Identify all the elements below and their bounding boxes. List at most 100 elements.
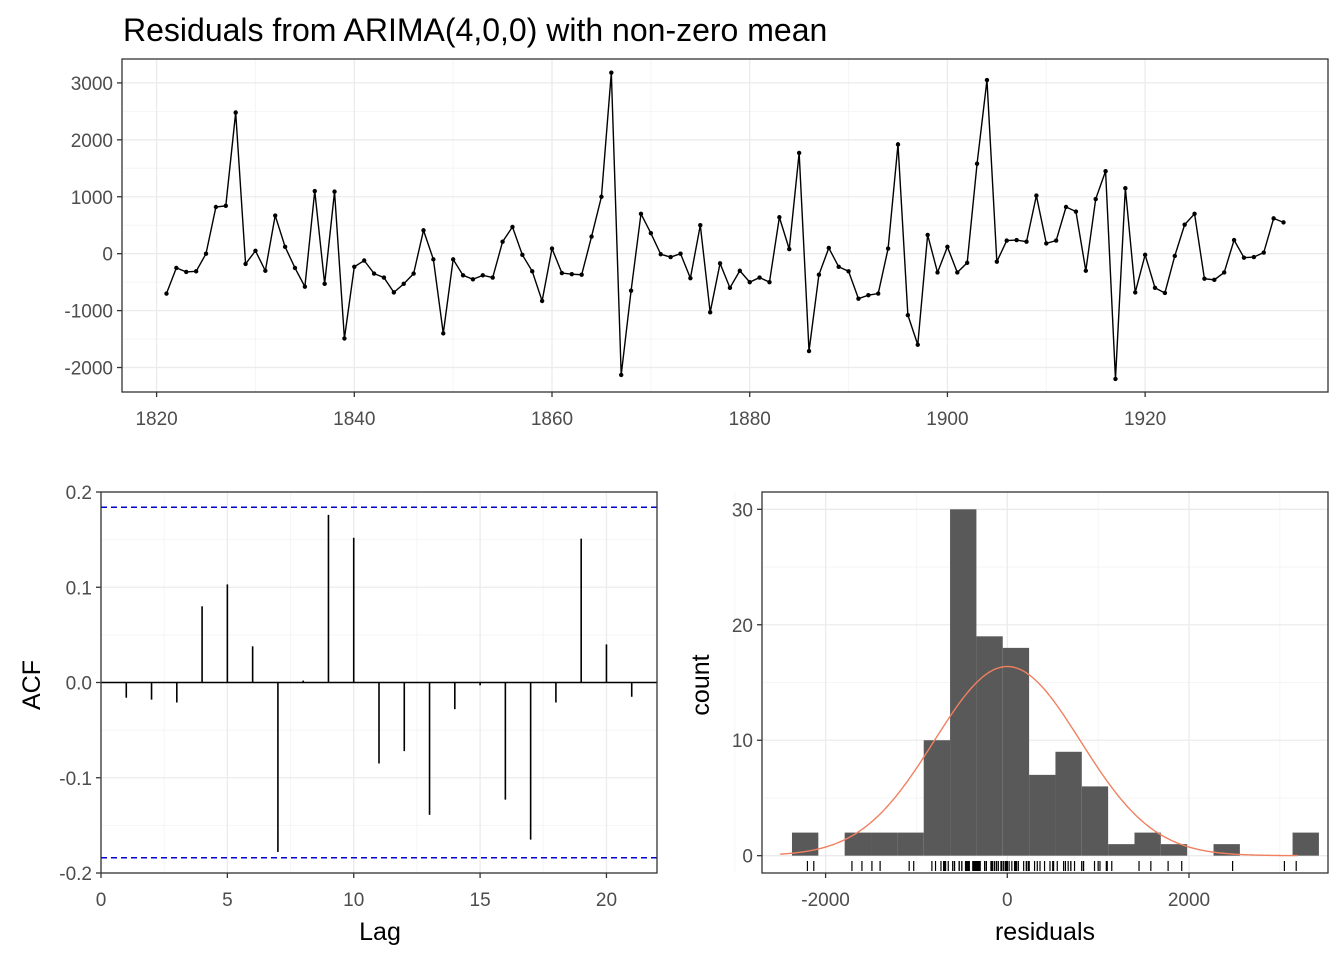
residual-point [431,257,436,262]
figure-title: Residuals from ARIMA(4,0,0) with non-zer… [123,12,827,48]
y-tick-label: 0 [742,847,753,868]
residual-point [1212,277,1217,283]
residual-point [203,251,209,256]
histogram-bar [844,832,872,856]
y-tick-label: -0.2 [59,864,92,885]
residual-point [322,281,327,287]
residual-point [1053,238,1059,243]
residual-point [777,215,782,220]
residual-point [1034,193,1039,198]
x-tick-label: 5 [222,890,233,911]
residual-point [1271,216,1276,221]
residual-point [935,270,940,275]
residual-point [1152,285,1158,291]
residual-point [1192,211,1197,217]
x-tick-label: 1880 [729,409,771,430]
residual-point [1103,168,1108,174]
y-tick-label: 0.0 [66,674,92,695]
residual-point [1093,196,1098,202]
histogram-bar [1055,751,1082,856]
histogram-bar [950,509,977,856]
residual-point [480,273,486,278]
x-tick-label: 20 [596,890,617,911]
residual-point [450,257,456,262]
histogram-bar [1292,832,1319,856]
residual-point [737,268,743,273]
residual-point [470,277,476,282]
residual-point [945,244,950,250]
x-tick-label: 10 [343,890,364,911]
residual-point [510,224,515,230]
residual-point [836,264,841,269]
residual-point [1231,237,1237,243]
residual-point [1073,209,1079,214]
residual-point [1133,290,1138,295]
residual-point [1222,270,1227,275]
residual-point [520,252,525,258]
residual-point [816,272,822,277]
histogram-bar [1002,647,1030,856]
residual-point [579,272,584,277]
residual-point [707,310,713,315]
residual-point [678,251,683,256]
residual-point [559,270,565,276]
y-tick-label: 1000 [71,188,113,209]
residual-point [925,232,930,238]
residual-point [688,275,693,281]
residual-point [658,252,663,257]
residual-point [401,281,406,287]
y-tick-label: 0 [102,245,113,266]
histogram-bar [897,832,924,856]
residual-point [213,204,219,210]
residual-point [391,290,397,295]
residual-point [371,271,377,276]
residual-point [342,336,347,341]
residual-point [964,260,970,265]
histogram-bar [1029,774,1056,856]
residual-point [539,298,545,304]
residual-point [1142,252,1148,258]
residual-point [1182,222,1187,227]
residual-point [698,223,703,228]
residual-point [1202,276,1207,281]
residual-point [253,248,258,254]
panel-border [100,491,658,874]
residual-point [1014,237,1019,243]
residual-point [361,258,367,263]
residual-point [381,275,387,280]
residual-point [915,342,920,347]
residual-point [292,265,298,271]
y-tick-label: -2000 [64,359,113,380]
residual-point [638,211,644,217]
residual-point [352,264,357,269]
residual-point [411,271,416,276]
residual-point [796,150,802,156]
residual-point [460,273,466,278]
residual-point [846,269,851,274]
residual-point [233,110,238,115]
residual-point [609,70,614,75]
panel-border [121,58,1329,393]
residual-point [866,293,871,298]
residual-point [1063,204,1069,210]
residual-point [421,228,426,233]
x-tick-label: 0 [96,890,107,911]
y-tick-label: 2000 [71,131,113,152]
residual-point [1123,186,1128,191]
residual-point [589,234,594,239]
residual-point [164,291,169,296]
timeseries-panel: -2000 -1000 0 1000 2000 3000 1820 1840 1860 1880 1… [64,58,1329,430]
residual-point [569,271,574,277]
y-tick-label: 30 [732,500,753,521]
x-tick-label: 1920 [1124,409,1166,430]
y-tick-label: 3000 [71,74,113,95]
residual-point [1113,376,1118,382]
residual-point [490,275,495,280]
residual-point [905,312,911,318]
residual-point [1261,250,1266,255]
residual-point [757,275,762,280]
x-tick-label: 0 [1002,890,1013,911]
histogram-bar [1134,832,1161,856]
residual-point [984,77,990,83]
